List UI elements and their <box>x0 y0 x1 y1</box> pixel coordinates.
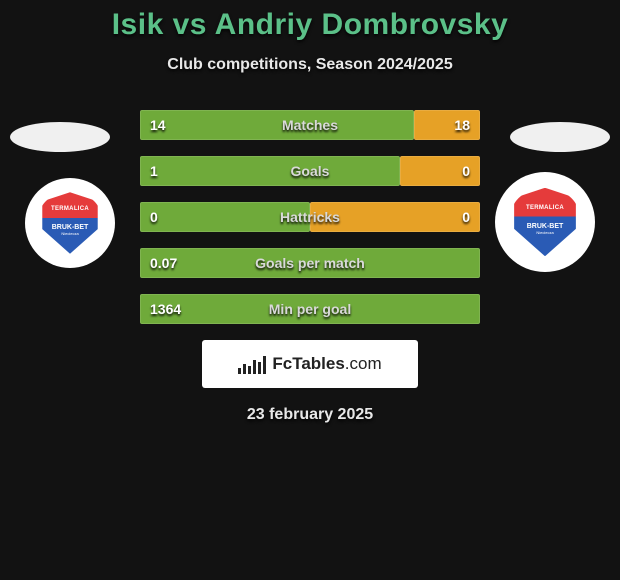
page-subtitle: Club competitions, Season 2024/2025 <box>0 56 620 74</box>
page-root: Isik vs Andriy Dombrovsky Club competiti… <box>0 0 620 580</box>
club-crest-right: TERMALICA BRUK-BET Nieciecza <box>495 172 595 272</box>
stat-bar-left: 1364 <box>140 294 480 324</box>
stat-row: 1364Min per goal <box>140 294 480 324</box>
stat-value-left: 1364 <box>150 301 181 317</box>
club-crest-left: TERMALICA BRUK-BET Nieciecza <box>25 178 115 268</box>
stat-value-right: 0 <box>462 209 470 225</box>
stat-row: 00Hattricks <box>140 202 480 232</box>
stat-bar-right: 0 <box>310 202 480 232</box>
date-line: 23 february 2025 <box>0 406 620 424</box>
stat-bar-left: 0 <box>140 202 310 232</box>
stat-value-right: 18 <box>454 117 470 133</box>
stat-bar-right: 0 <box>400 156 480 186</box>
fctables-logo-text: FcTables.com <box>272 354 381 374</box>
crest-top-text: TERMALICA <box>51 206 89 212</box>
stat-row: 10Goals <box>140 156 480 186</box>
stat-bar-left: 1 <box>140 156 400 186</box>
stat-value-right: 0 <box>462 163 470 179</box>
player-flag-right <box>510 122 610 152</box>
brand-name: FcTables <box>272 354 344 373</box>
brand-suffix: .com <box>345 354 382 373</box>
crest-mid-text: BRUK-BET <box>52 224 89 231</box>
fctables-logo[interactable]: FcTables.com <box>202 340 418 388</box>
stat-row: 1418Matches <box>140 110 480 140</box>
bar-chart-icon <box>238 354 266 374</box>
club-crest-right-shield: TERMALICA BRUK-BET Nieciecza <box>511 188 580 257</box>
player-flag-left <box>10 122 110 152</box>
stats-container: 1418Matches10Goals00Hattricks0.07Goals p… <box>140 110 480 324</box>
stat-bar-right: 18 <box>414 110 480 140</box>
stat-value-left: 1 <box>150 163 158 179</box>
stat-value-left: 0 <box>150 209 158 225</box>
club-crest-left-shield: TERMALICA BRUK-BET Nieciecza <box>39 192 101 254</box>
stat-row: 0.07Goals per match <box>140 248 480 278</box>
crest-bot-text: Nieciecza <box>61 231 78 236</box>
stat-bar-left: 14 <box>140 110 414 140</box>
crest-top-text: TERMALICA <box>526 205 564 211</box>
stat-value-left: 0.07 <box>150 255 177 271</box>
page-title: Isik vs Andriy Dombrovsky <box>0 8 620 42</box>
stat-bar-left: 0.07 <box>140 248 480 278</box>
crest-mid-text: BRUK-BET <box>527 223 564 230</box>
crest-bot-text: Nieciecza <box>536 230 553 235</box>
stat-value-left: 14 <box>150 117 166 133</box>
